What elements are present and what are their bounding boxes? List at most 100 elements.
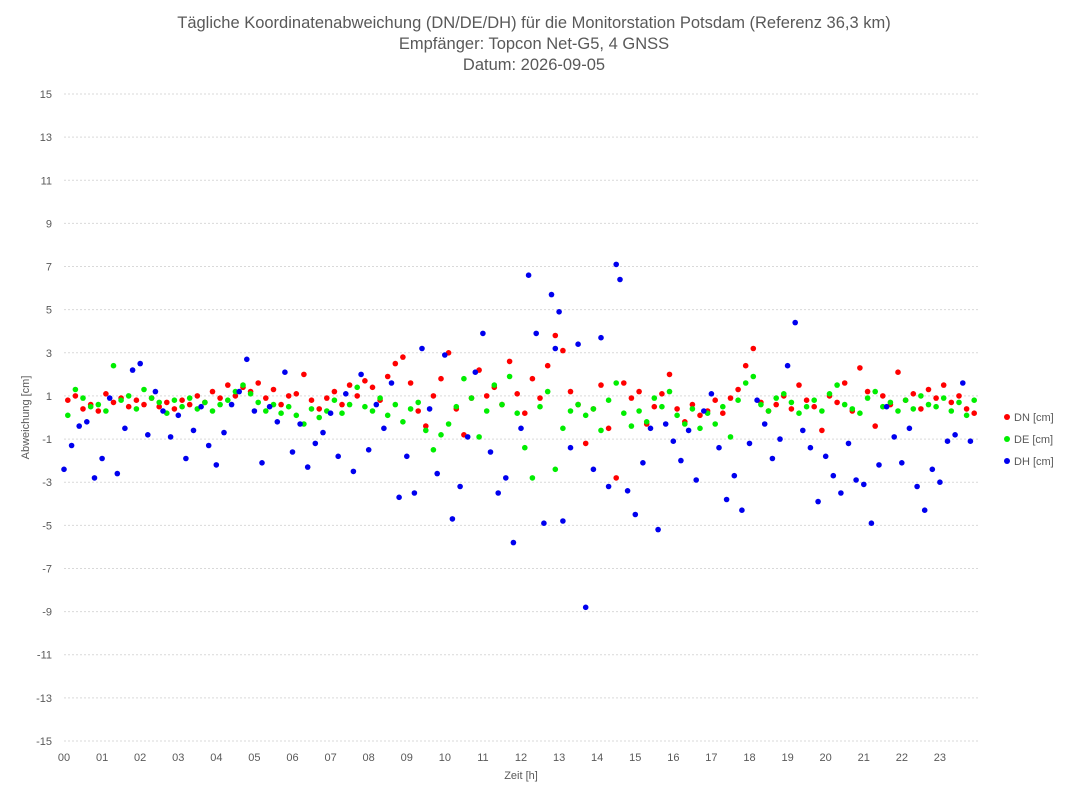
chart-title-line-1: Tägliche Koordinatenabweichung (DN/DE/DH… xyxy=(177,14,891,32)
data-point xyxy=(659,403,665,410)
data-point xyxy=(914,483,920,490)
data-point xyxy=(118,397,124,404)
data-point xyxy=(61,466,67,473)
data-point xyxy=(110,399,117,406)
data-point xyxy=(811,397,817,404)
data-point xyxy=(217,395,223,401)
data-point xyxy=(392,401,399,408)
data-point xyxy=(830,472,837,479)
data-point xyxy=(678,457,684,464)
data-point xyxy=(864,388,871,395)
data-point xyxy=(426,406,433,412)
data-point xyxy=(544,362,551,369)
data-point xyxy=(655,526,661,533)
data-point xyxy=(887,399,894,406)
data-point xyxy=(636,408,642,414)
data-point xyxy=(689,401,696,408)
data-point xyxy=(324,395,330,401)
data-point xyxy=(285,393,292,399)
x-tick-label: 01 xyxy=(96,752,108,764)
data-point xyxy=(95,408,102,414)
data-point xyxy=(99,455,105,462)
data-point xyxy=(190,427,197,434)
data-point xyxy=(750,373,757,380)
data-point xyxy=(582,604,589,611)
data-point xyxy=(240,382,246,388)
data-point xyxy=(160,408,166,414)
data-point xyxy=(548,291,555,298)
data-point xyxy=(339,401,345,408)
data-point xyxy=(895,408,901,414)
data-point xyxy=(784,362,791,369)
data-point xyxy=(384,412,391,419)
data-point xyxy=(91,475,98,481)
data-point xyxy=(312,440,319,447)
y-tick-label: 11 xyxy=(41,175,52,187)
data-point xyxy=(761,421,768,427)
data-point xyxy=(872,388,878,395)
data-point xyxy=(384,373,391,380)
data-point xyxy=(103,391,109,397)
data-point xyxy=(643,419,650,425)
data-point xyxy=(529,375,536,382)
x-tick-label: 08 xyxy=(363,752,375,764)
data-point xyxy=(316,406,323,412)
data-point xyxy=(137,360,143,367)
data-point xyxy=(346,401,353,408)
data-point xyxy=(544,388,551,395)
data-point xyxy=(803,397,810,404)
data-point xyxy=(106,395,113,401)
data-point xyxy=(853,477,859,483)
data-point xyxy=(940,395,947,401)
data-point xyxy=(518,425,524,432)
data-point xyxy=(742,380,749,386)
legend-label: DH [cm] xyxy=(1014,456,1054,468)
data-point xyxy=(735,386,741,393)
y-tick-label: -5 xyxy=(42,520,52,532)
data-point xyxy=(948,399,955,406)
data-point xyxy=(963,412,970,419)
legend-label: DN [cm] xyxy=(1014,412,1054,424)
data-point xyxy=(582,412,589,419)
data-point xyxy=(293,391,300,397)
data-point xyxy=(712,421,718,427)
data-point xyxy=(65,397,71,404)
data-point xyxy=(487,449,494,455)
data-point xyxy=(697,412,703,419)
y-tick-label: 3 xyxy=(46,348,52,360)
data-point xyxy=(967,438,974,445)
data-point xyxy=(339,410,345,417)
data-point xyxy=(567,388,574,395)
data-point xyxy=(419,345,425,352)
data-point xyxy=(133,406,140,412)
data-point xyxy=(152,388,159,395)
data-point xyxy=(72,393,79,399)
data-point xyxy=(171,406,178,412)
data-point xyxy=(365,447,372,453)
data-point xyxy=(320,429,326,436)
data-point xyxy=(110,362,117,369)
data-point xyxy=(514,410,520,417)
data-point xyxy=(841,401,848,408)
data-point xyxy=(552,345,559,352)
data-point xyxy=(480,330,486,337)
data-point xyxy=(76,423,82,429)
data-point xyxy=(186,395,193,401)
data-point xyxy=(282,369,288,376)
data-point xyxy=(883,403,890,410)
data-point xyxy=(350,468,357,475)
data-points xyxy=(61,261,977,611)
data-point xyxy=(407,406,414,412)
chart-title: Tägliche Koordinatenabweichung (DN/DE/DH… xyxy=(177,14,891,74)
data-point xyxy=(491,382,498,388)
data-point xyxy=(129,367,136,373)
data-point xyxy=(746,440,753,447)
data-point xyxy=(171,397,178,404)
data-point xyxy=(285,403,292,410)
data-point xyxy=(388,380,395,386)
data-point xyxy=(659,391,665,397)
data-point xyxy=(815,498,821,505)
data-point xyxy=(438,375,444,382)
data-point xyxy=(346,382,353,388)
x-tick-label: 13 xyxy=(553,752,565,764)
